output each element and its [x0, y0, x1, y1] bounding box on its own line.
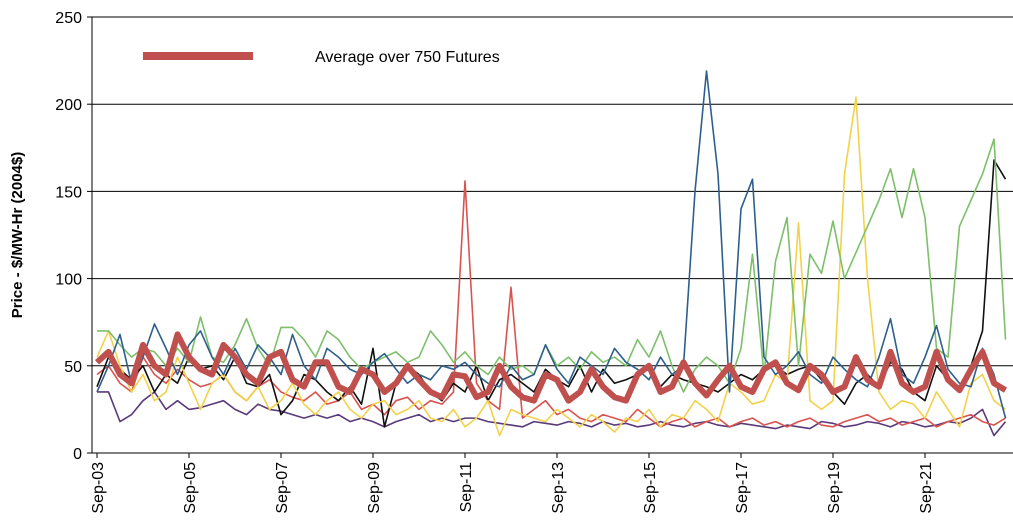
average-line	[94, 331, 1008, 404]
legend-label: Average over 750 Futures	[315, 49, 500, 66]
x-tick-label: Sep-17	[734, 462, 751, 514]
x-tick-label: Sep-07	[274, 462, 291, 514]
series-line	[96, 96, 1006, 437]
y-tick-label: 200	[55, 97, 82, 114]
x-tick-label: Sep-05	[182, 462, 199, 514]
x-tick-label: Sep-21	[918, 462, 935, 514]
y-tick-label: 250	[55, 10, 82, 27]
x-tick-label: Sep-13	[550, 462, 567, 514]
series-line	[97, 391, 1007, 437]
y-tick-label: 150	[55, 184, 82, 201]
x-tick-label: Sep-09	[366, 462, 383, 514]
x-tick-label: Sep-19	[826, 462, 843, 514]
x-tick-label: Sep-15	[642, 462, 659, 514]
y-tick-label: 0	[73, 446, 82, 463]
y-tick-label: 100	[55, 272, 82, 289]
x-tick-label: Sep-03	[90, 462, 107, 514]
series-line	[96, 70, 1007, 419]
x-tick-label: Sep-11	[458, 462, 475, 513]
y-axis-label: Price - $/MW-Hr (2004$)	[9, 152, 26, 318]
y-tick-label: 50	[64, 359, 82, 376]
